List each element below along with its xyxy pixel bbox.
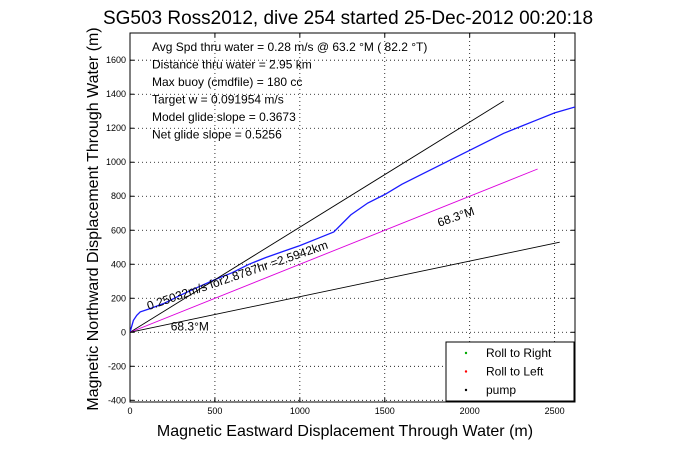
- y-tick-label: 1400: [106, 89, 126, 99]
- x-tick-label: 2500: [545, 406, 565, 416]
- x-tick-label: 1500: [375, 406, 395, 416]
- stats-text-line: Net glide slope = 0.5256: [152, 128, 282, 142]
- legend-marker: [464, 370, 468, 373]
- stats-text-line: Target w = 0.091954 m/s: [152, 93, 284, 107]
- y-tick-label: -200: [108, 361, 126, 371]
- x-tick-label: 500: [207, 406, 222, 416]
- series-line-0: [130, 106, 575, 333]
- legend-label: Roll to Left: [486, 365, 544, 379]
- plot-frame: [129, 32, 576, 403]
- y-tick-label: 800: [111, 191, 126, 201]
- legend-marker: [464, 351, 468, 355]
- y-tick-label: 600: [111, 225, 126, 235]
- series-line-2: [130, 168, 538, 333]
- y-tick-label: 400: [111, 259, 126, 269]
- y-tick-label: 0: [121, 327, 126, 337]
- legend-box: [445, 341, 575, 402]
- y-tick-label: 1000: [106, 157, 126, 167]
- legend-marker: [464, 388, 468, 392]
- x-tick-label: 2000: [460, 406, 480, 416]
- chart-title: SG503 Ross2012, dive 254 started 25-Dec-…: [103, 8, 593, 29]
- y-axis-label: Magnetic Northward Displacement Through …: [85, 27, 102, 410]
- x-axis-label: Magnetic Eastward Displacement Through W…: [157, 423, 533, 440]
- x-tick-label: 0: [127, 406, 132, 416]
- stats-text-line: Model glide slope = 0.3673: [152, 110, 296, 124]
- stats-text-line: Max buoy (cmdfile) = 180 cc: [152, 75, 302, 89]
- series-line-1: [130, 100, 504, 333]
- y-tick-label: -400: [108, 395, 126, 405]
- y-tick-label: 1600: [106, 55, 126, 65]
- legend-label: pump: [486, 383, 516, 397]
- plot-area: 0 500 1000 1500 2000 2500 -400 -200 0 200 400 600 80…: [106, 32, 576, 416]
- line-annotation: 68.3°M: [171, 320, 209, 334]
- stats-text-line: Avg Spd thru water = 0.28 m/s @ 63.2 °M …: [152, 40, 427, 54]
- y-tick-label: 200: [111, 293, 126, 303]
- series-line-3: [130, 241, 560, 333]
- data-layer: [130, 100, 575, 333]
- stats-text-line: Distance thru water = 2.95 km: [152, 58, 312, 72]
- y-tick-label: 1200: [106, 123, 126, 133]
- x-tick-label: 1000: [290, 406, 310, 416]
- legend-label: Roll to Right: [486, 346, 552, 360]
